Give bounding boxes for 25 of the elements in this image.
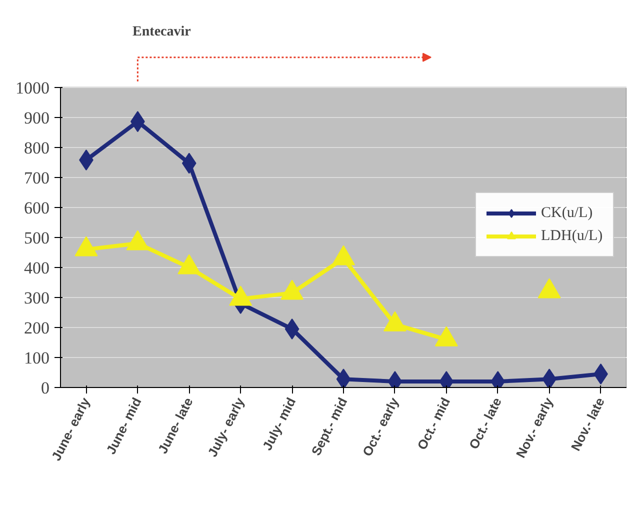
x-tick-label: Oct.- early — [359, 394, 402, 459]
x-tick-label: Oct.- mid — [414, 395, 454, 452]
x-tick-label: July- early — [204, 394, 248, 460]
x-tick-label: June- late — [154, 395, 196, 456]
y-tick-label: 1000 — [16, 78, 50, 98]
y-tick-label: 200 — [24, 318, 50, 338]
y-tick-label: 600 — [24, 198, 50, 218]
y-tick-label: 800 — [24, 138, 50, 158]
x-tick-label: Oct.- late — [466, 395, 505, 452]
x-tick-label: Nov.- late — [568, 395, 608, 454]
y-tick-label: 100 — [24, 348, 50, 368]
x-tick-label: Nov.- early — [512, 394, 556, 460]
y-tick-label: 300 — [24, 288, 50, 308]
x-tick-label: June- early — [48, 394, 94, 464]
legend-label: LDH(u/L) — [541, 228, 603, 244]
y-tick-label: 400 — [24, 258, 50, 278]
x-tick-label: Sept.- mid — [308, 395, 350, 458]
x-tick-label: June- mid — [103, 395, 144, 457]
legend-label: CK(u/L) — [541, 204, 593, 222]
y-tick-label: 500 — [24, 228, 50, 248]
y-tick-label: 900 — [24, 108, 50, 128]
y-tick-label: 700 — [24, 168, 50, 188]
y-tick-label: 0 — [41, 378, 50, 398]
text: Entecavir — [132, 24, 191, 40]
x-tick-label: July- mid — [259, 395, 299, 453]
